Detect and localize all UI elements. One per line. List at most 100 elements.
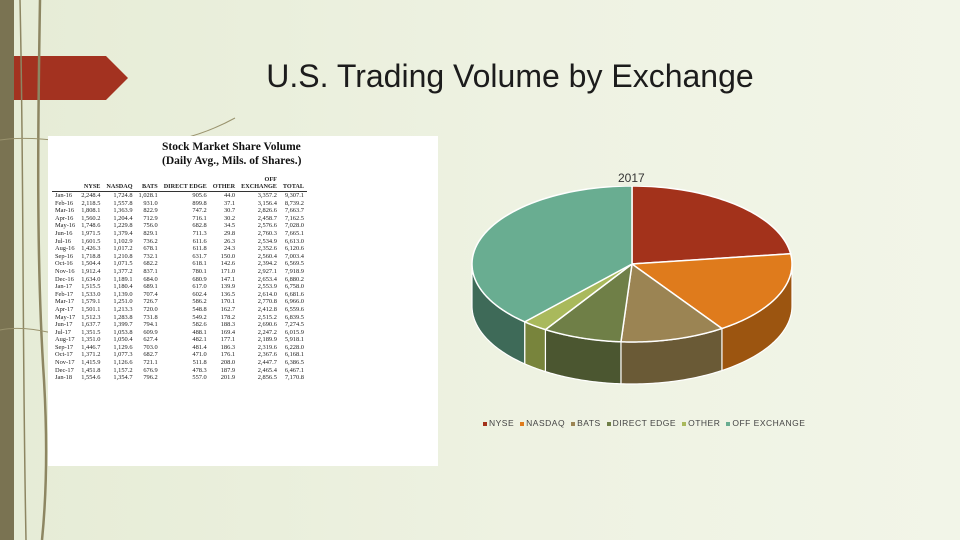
- table-value-cell: 1,129.6: [113, 343, 133, 351]
- table-value-cell: 549.2: [192, 313, 207, 321]
- legend-label: OTHER: [688, 418, 721, 428]
- table-value-cell: 2,856.5: [257, 374, 277, 382]
- legend-item-off-exchange: OFF EXCHANGE: [726, 418, 808, 428]
- table-value-cell: 178.2: [220, 313, 236, 321]
- share-volume-table-panel: Stock Market Share Volume (Daily Avg., M…: [48, 136, 438, 466]
- table-value-cell: 720.0: [143, 305, 158, 313]
- table-value-cell: 7,918.9: [284, 267, 304, 275]
- table-value-cell: 1,351.0: [81, 336, 101, 344]
- table-row: Jun-16 1,971.5 1,379.4 829.1 711.3 29.8 2,760.…: [52, 230, 307, 238]
- table-value-cell: 602.4: [192, 290, 207, 298]
- table-value-cell: 689.1: [143, 283, 158, 291]
- table-month-cell: Apr-16: [55, 214, 74, 222]
- legend-label: DIRECT EDGE: [612, 418, 677, 428]
- table-value-cell: 7,665.1: [284, 229, 304, 237]
- table-header-cell: DIRECT EDGE: [160, 170, 210, 192]
- table-month-cell: Feb-16: [55, 199, 74, 207]
- table-value-cell: 7,663.7: [284, 207, 304, 215]
- table-row: Jan-16 2,248.4 1,724.8 1,028.1 905.6 44.0 3,35…: [52, 192, 307, 200]
- table-value-cell: 2,534.9: [257, 237, 277, 245]
- table-value-cell: 6,467.1: [284, 366, 304, 374]
- table-value-cell: 682.8: [192, 222, 207, 230]
- bark-band: [0, 0, 14, 540]
- legend-item-nyse: NYSE: [483, 418, 517, 428]
- bark-stroke: [19, 0, 27, 540]
- table-value-cell: 1,157.2: [113, 366, 133, 374]
- table-value-cell: 2,515.2: [257, 313, 277, 321]
- table-value-cell: 1,724.8: [113, 192, 133, 199]
- table-header-cell: [52, 170, 79, 192]
- legend-swatch: [606, 421, 611, 426]
- table-value-cell: 34.5: [223, 222, 236, 230]
- pie-slice-other: [523, 263, 633, 331]
- table-value-cell: 1,501.1: [81, 305, 101, 313]
- chart-legend: NYSE NASDAQ BATS DIRECT EDGE OTHER OFF EXCHAN…: [483, 418, 811, 428]
- pie-slice-nyse: [631, 186, 792, 265]
- table-value-cell: 707.4: [143, 290, 158, 298]
- table-value-cell: 676.9: [143, 366, 158, 374]
- table-value-cell: 731.8: [143, 313, 158, 321]
- table-value-cell: 1,451.8: [81, 366, 101, 374]
- table-value-cell: 187.9: [220, 366, 236, 374]
- chart-title: 2017: [618, 171, 645, 185]
- legend-swatch: [520, 421, 525, 426]
- table-value-cell: 1,251.0: [113, 298, 133, 306]
- table-value-cell: 511.8: [192, 359, 207, 367]
- table-month-cell: Aug-16: [55, 245, 75, 253]
- table-value-cell: 44.0: [223, 192, 236, 199]
- table-value-cell: 822.9: [143, 207, 158, 215]
- table-value-cell: 188.3: [220, 321, 236, 329]
- share-volume-table: NYSE NASDAQ BATS DIRECT EDGE OTHER OFF EXCHANG…: [52, 170, 307, 382]
- table-row: Mar-16 1,808.1 1,363.9 822.9 747.2 30.7 2,826.…: [52, 207, 307, 215]
- table-value-cell: 1,912.4: [81, 267, 101, 275]
- table-value-cell: 2,690.6: [257, 321, 277, 329]
- table-value-cell: 2,576.6: [257, 222, 277, 230]
- table-value-cell: 1,363.9: [113, 207, 133, 215]
- table-value-cell: 2,927.1: [257, 267, 277, 275]
- table-value-cell: 1,050.4: [113, 336, 133, 344]
- table-value-cell: 6,228.0: [284, 343, 304, 351]
- table-value-cell: 2,614.0: [257, 290, 277, 298]
- table-value-cell: 171.0: [220, 267, 236, 275]
- table-value-cell: 30.7: [223, 207, 236, 215]
- table-value-cell: 1,634.0: [81, 275, 101, 283]
- table-row: Nov-16 1,912.4 1,377.2 837.1 780.1 171.0 2,927…: [52, 268, 307, 276]
- table-value-cell: 6,681.6: [284, 290, 304, 298]
- table-value-cell: 201.9: [220, 374, 236, 382]
- table-value-cell: 557.0: [192, 374, 207, 382]
- table-value-cell: 1,180.4: [113, 283, 133, 291]
- table-month-cell: Jun-16: [55, 229, 73, 237]
- table-month-cell: Jan-16: [55, 192, 73, 199]
- table-value-cell: 7,274.5: [284, 321, 304, 329]
- table-value-cell: 2,770.8: [257, 298, 277, 306]
- table-value-cell: 170.1: [220, 298, 236, 306]
- pie-slice-off-exchange: [471, 186, 633, 323]
- table-row: Dec-16 1,634.0 1,189.1 684.0 680.9 147.1 2,653…: [52, 276, 307, 284]
- table-value-cell: 6,613.0: [284, 237, 304, 245]
- table-row: Sep-16 1,718.8 1,210.8 732.1 631.7 150.0 2,560…: [52, 253, 307, 261]
- table-row: Apr-17 1,501.1 1,213.3 720.0 548.8 162.7 2,412…: [52, 306, 307, 314]
- table-row: Apr-16 1,560.2 1,204.4 712.9 716.1 30.2 2,458.…: [52, 215, 307, 223]
- table-value-cell: 3,156.4: [257, 199, 277, 207]
- table-title-line1: Stock Market Share Volume: [162, 141, 301, 153]
- table-value-cell: 2,826.6: [257, 207, 277, 215]
- table-value-cell: 471.0: [192, 351, 207, 359]
- table-month-cell: Mar-16: [55, 207, 75, 215]
- table-value-cell: 1,637.7: [81, 321, 101, 329]
- table-value-cell: 186.3: [220, 343, 236, 351]
- legend-label: NASDAQ: [526, 418, 566, 428]
- table-value-cell: 712.9: [143, 214, 158, 222]
- table-value-cell: 931.0: [143, 199, 158, 207]
- table-month-cell: Oct-16: [55, 260, 73, 268]
- table-row: Aug-17 1,351.0 1,050.4 627.4 482.1 177.1 2,189…: [52, 336, 307, 344]
- table-month-cell: Feb-17: [55, 290, 74, 298]
- table-value-cell: 2,553.9: [257, 283, 277, 291]
- table-month-cell: Jul-17: [55, 328, 71, 336]
- table-value-cell: 29.8: [223, 229, 236, 237]
- table-value-cell: 829.1: [143, 229, 158, 237]
- table-row: Nov-17 1,415.9 1,126.6 721.1 511.8 208.0 2,447…: [52, 359, 307, 367]
- legend-swatch: [726, 421, 731, 426]
- pie-slice-direct-edge: [544, 263, 633, 343]
- table-value-cell: 1,504.4: [81, 260, 101, 268]
- legend-label: NYSE: [489, 418, 515, 428]
